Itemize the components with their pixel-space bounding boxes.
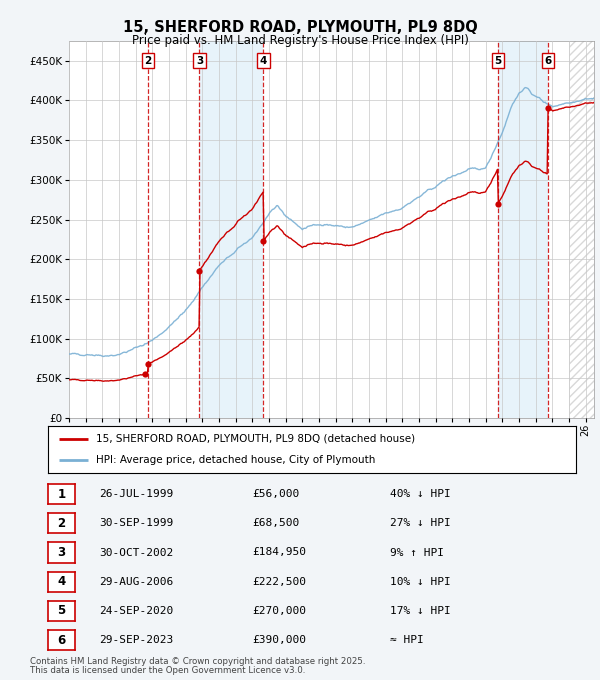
- Text: £68,500: £68,500: [252, 518, 299, 528]
- Text: 6: 6: [544, 56, 552, 66]
- Text: 5: 5: [494, 56, 502, 66]
- Text: 27% ↓ HPI: 27% ↓ HPI: [390, 518, 451, 528]
- Text: 30-SEP-1999: 30-SEP-1999: [99, 518, 173, 528]
- Text: 26-JUL-1999: 26-JUL-1999: [99, 489, 173, 499]
- Text: 4: 4: [260, 56, 267, 66]
- Text: £56,000: £56,000: [252, 489, 299, 499]
- Text: £184,950: £184,950: [252, 547, 306, 558]
- Text: 15, SHERFORD ROAD, PLYMOUTH, PL9 8DQ: 15, SHERFORD ROAD, PLYMOUTH, PL9 8DQ: [122, 20, 478, 35]
- Text: 9% ↑ HPI: 9% ↑ HPI: [390, 547, 444, 558]
- Text: 3: 3: [58, 546, 65, 559]
- Text: £390,000: £390,000: [252, 635, 306, 645]
- Text: HPI: Average price, detached house, City of Plymouth: HPI: Average price, detached house, City…: [95, 455, 375, 465]
- Text: 40% ↓ HPI: 40% ↓ HPI: [390, 489, 451, 499]
- Text: 15, SHERFORD ROAD, PLYMOUTH, PL9 8DQ (detached house): 15, SHERFORD ROAD, PLYMOUTH, PL9 8DQ (de…: [95, 434, 415, 444]
- Text: £222,500: £222,500: [252, 577, 306, 587]
- Text: Contains HM Land Registry data © Crown copyright and database right 2025.: Contains HM Land Registry data © Crown c…: [30, 658, 365, 666]
- Text: 2: 2: [145, 56, 152, 66]
- Text: 1: 1: [58, 488, 65, 500]
- Text: ≈ HPI: ≈ HPI: [390, 635, 424, 645]
- Bar: [199, 41, 263, 418]
- Text: 29-AUG-2006: 29-AUG-2006: [99, 577, 173, 587]
- Text: 17% ↓ HPI: 17% ↓ HPI: [390, 606, 451, 616]
- Text: This data is licensed under the Open Government Licence v3.0.: This data is licensed under the Open Gov…: [30, 666, 305, 675]
- Text: £270,000: £270,000: [252, 606, 306, 616]
- Text: Price paid vs. HM Land Registry's House Price Index (HPI): Price paid vs. HM Land Registry's House …: [131, 34, 469, 47]
- Text: 2: 2: [58, 517, 65, 530]
- Text: 30-OCT-2002: 30-OCT-2002: [99, 547, 173, 558]
- Text: 24-SEP-2020: 24-SEP-2020: [99, 606, 173, 616]
- Text: 6: 6: [58, 634, 65, 647]
- Text: 4: 4: [58, 575, 65, 588]
- Text: 10% ↓ HPI: 10% ↓ HPI: [390, 577, 451, 587]
- Text: 5: 5: [58, 605, 65, 617]
- Text: 3: 3: [196, 56, 203, 66]
- Text: 29-SEP-2023: 29-SEP-2023: [99, 635, 173, 645]
- Bar: [498, 41, 548, 418]
- Polygon shape: [569, 37, 594, 418]
